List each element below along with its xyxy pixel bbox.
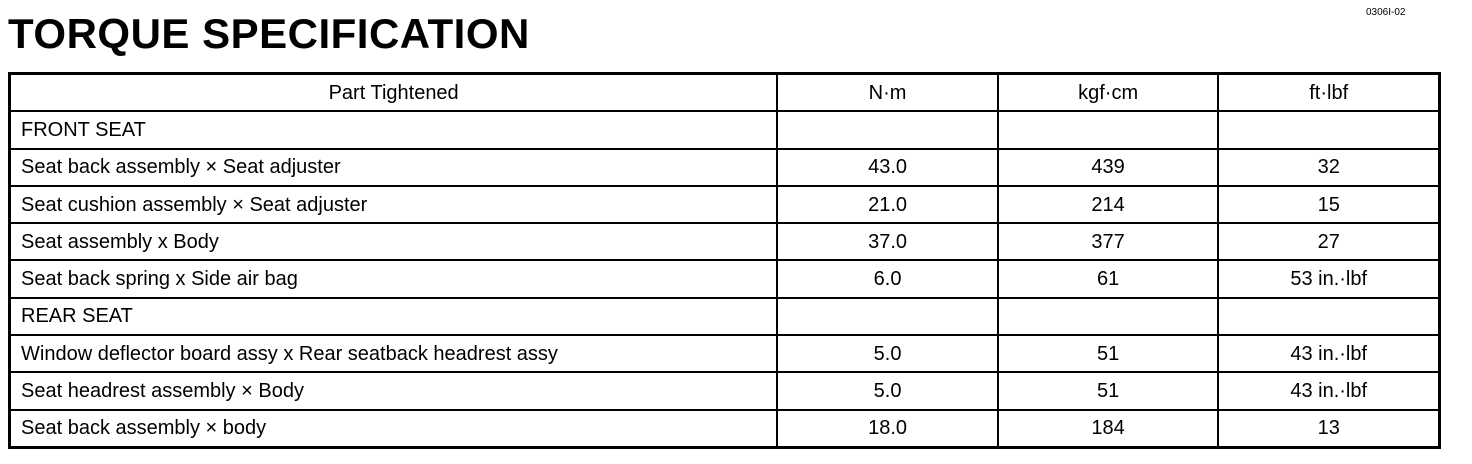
cell-nm: 43.0 [776,147,999,187]
header-part: Part Tightened [8,72,779,113]
cell-nm: 5.0 [776,334,999,374]
table-row: Seat back spring x Side air bag 6.0 61 53 i… [8,259,1441,299]
cell-kgfcm: 439 [996,147,1220,187]
cell-kgfcm: 61 [996,259,1220,299]
torque-table: Part Tightened N·m kgf·cm ft·lbf FRONT S… [8,72,1441,449]
cell-ftlbf: 53 in.·lbf [1217,259,1441,299]
cell-part: Seat back spring x Side air bag [8,259,779,299]
header-nm: N·m [776,72,999,113]
cell-nm: 6.0 [776,259,999,299]
table-row: Window deflector board assy x Rear seatb… [8,334,1441,374]
page-title: TORQUE SPECIFICATION [8,10,530,57]
cell-part: REAR SEAT [8,296,779,337]
cell-part: Seat cushion assembly × Seat adjuster [8,184,779,225]
cell-ftlbf: 32 [1217,147,1441,187]
table-row: Seat cushion assembly × Seat adjuster 21.… [8,184,1441,225]
cell-part: FRONT SEAT [8,110,779,150]
table-row: Seat assembly x Body 37.0 377 27 [8,222,1441,262]
table-row: Seat back assembly × body 18.0 184 13 [8,408,1441,449]
cell-kgfcm: 214 [996,184,1220,225]
header-ftlbf: ft·lbf [1217,72,1441,113]
cell-kgfcm: 184 [996,408,1220,449]
cell-ftlbf: 43 in.·lbf [1217,334,1441,374]
table-row: Seat headrest assembly × Body 5.0 51 43 in.… [8,371,1441,411]
cell-ftlbf: 43 in.·lbf [1217,371,1441,411]
cell-ftlbf: 13 [1217,408,1441,449]
cell-nm: 5.0 [776,371,999,411]
cell-ftlbf [1217,296,1441,337]
table-row: Seat back assembly × Seat adjuster 43.0 43… [8,147,1441,187]
cell-part: Seat back assembly × Seat adjuster [8,147,779,187]
cell-nm: 18.0 [776,408,999,449]
header-kgfcm: kgf·cm [996,72,1220,113]
table-row: FRONT SEAT [8,110,1441,150]
cell-kgfcm: 377 [996,222,1220,262]
cell-ftlbf: 27 [1217,222,1441,262]
cell-ftlbf: 15 [1217,184,1441,225]
cell-nm: 21.0 [776,184,999,225]
cell-part: Seat back assembly × body [8,408,779,449]
cell-kgfcm [996,110,1220,150]
cell-nm [776,296,999,337]
cell-kgfcm [996,296,1220,337]
cell-part: Seat assembly x Body [8,222,779,262]
cell-part: Window deflector board assy x Rear seatb… [8,334,779,374]
cell-nm: 37.0 [776,222,999,262]
cell-ftlbf [1217,110,1441,150]
table-header-row: Part Tightened N·m kgf·cm ft·lbf [8,72,1441,113]
cell-kgfcm: 51 [996,334,1220,374]
cell-part: Seat headrest assembly × Body [8,371,779,411]
cell-nm [776,110,999,150]
cell-kgfcm: 51 [996,371,1220,411]
document-code: 0306I-02 [1366,7,1406,18]
table-row: REAR SEAT [8,296,1441,337]
